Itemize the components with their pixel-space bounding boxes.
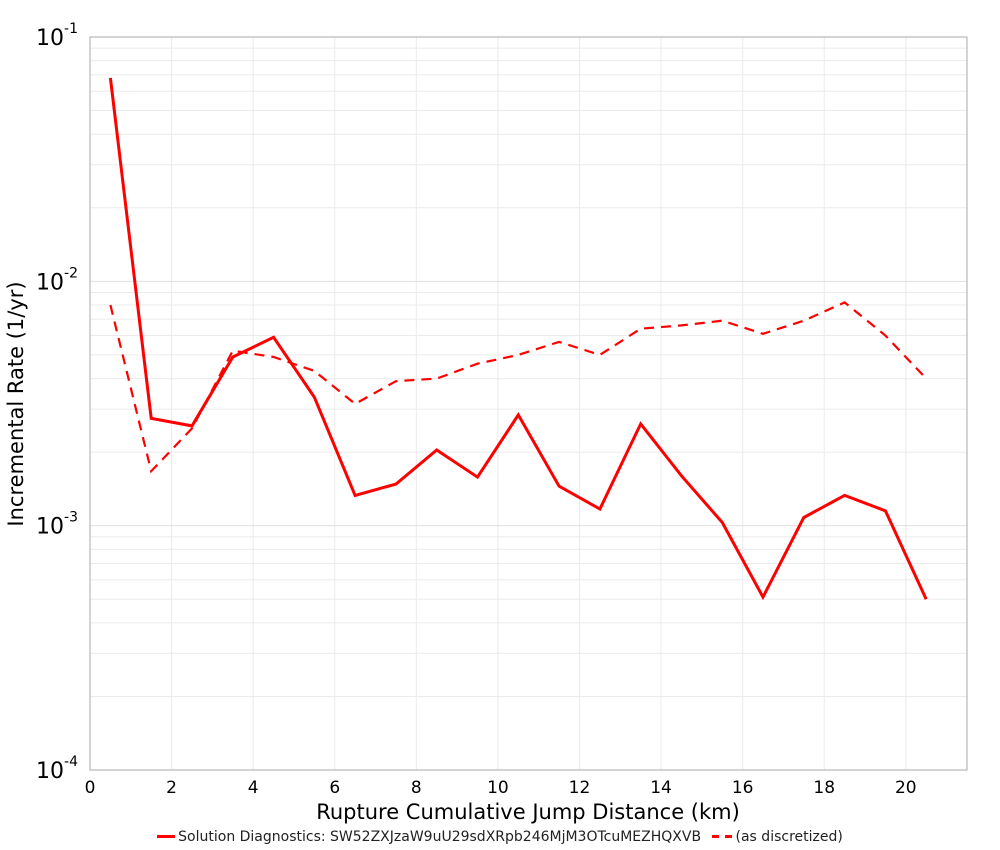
x-tick-label: 10 bbox=[487, 778, 509, 798]
y-axis-label: Incremental Rate (1/yr) bbox=[4, 281, 28, 526]
y-tick-label: 10-2 bbox=[36, 265, 78, 295]
x-tick-label: 6 bbox=[329, 778, 340, 798]
discretized-series-line bbox=[109, 301, 927, 474]
dashed-line-swatch-icon bbox=[711, 835, 732, 838]
x-axis-ticks: 0 2 4 6 8 10 12 14 16 18 20 bbox=[85, 778, 917, 798]
x-tick-label: 0 bbox=[85, 778, 96, 798]
legend: Solution Diagnostics: SW52ZXJzaW9uU29sdX… bbox=[0, 826, 1000, 845]
y-axis-ticks: 10-1 10-2 10-3 10-4 bbox=[36, 21, 78, 784]
x-tick-label: 8 bbox=[411, 778, 422, 798]
legend-label-discretized: (as discretized) bbox=[735, 828, 843, 845]
x-tick-label: 14 bbox=[650, 778, 672, 798]
solution-series-line bbox=[108, 77, 928, 601]
y-tick-label: 10-1 bbox=[36, 21, 78, 51]
x-tick-label: 2 bbox=[166, 778, 177, 798]
x-axis-label: Rupture Cumulative Jump Distance (km) bbox=[316, 800, 740, 824]
y-tick-label: 10-3 bbox=[36, 510, 78, 540]
x-tick-label: 16 bbox=[732, 778, 754, 798]
x-tick-label: 20 bbox=[895, 778, 917, 798]
series-lines bbox=[108, 77, 928, 601]
x-tick-label: 12 bbox=[569, 778, 591, 798]
x-tick-label: 18 bbox=[813, 778, 835, 798]
legend-item-discretized: (as discretized) bbox=[706, 829, 843, 845]
solid-line-swatch-icon bbox=[157, 835, 176, 838]
plot-frame bbox=[89, 36, 968, 771]
legend-item-solution: Solution Diagnostics: SW52ZXJzaW9uU29sdX… bbox=[157, 829, 701, 845]
y-tick-label: 10-4 bbox=[36, 754, 78, 784]
x-tick-label: 4 bbox=[248, 778, 259, 798]
legend-label-solution: Solution Diagnostics: SW52ZXJzaW9uU29sdX… bbox=[178, 828, 702, 845]
grid-lines bbox=[90, 37, 967, 770]
